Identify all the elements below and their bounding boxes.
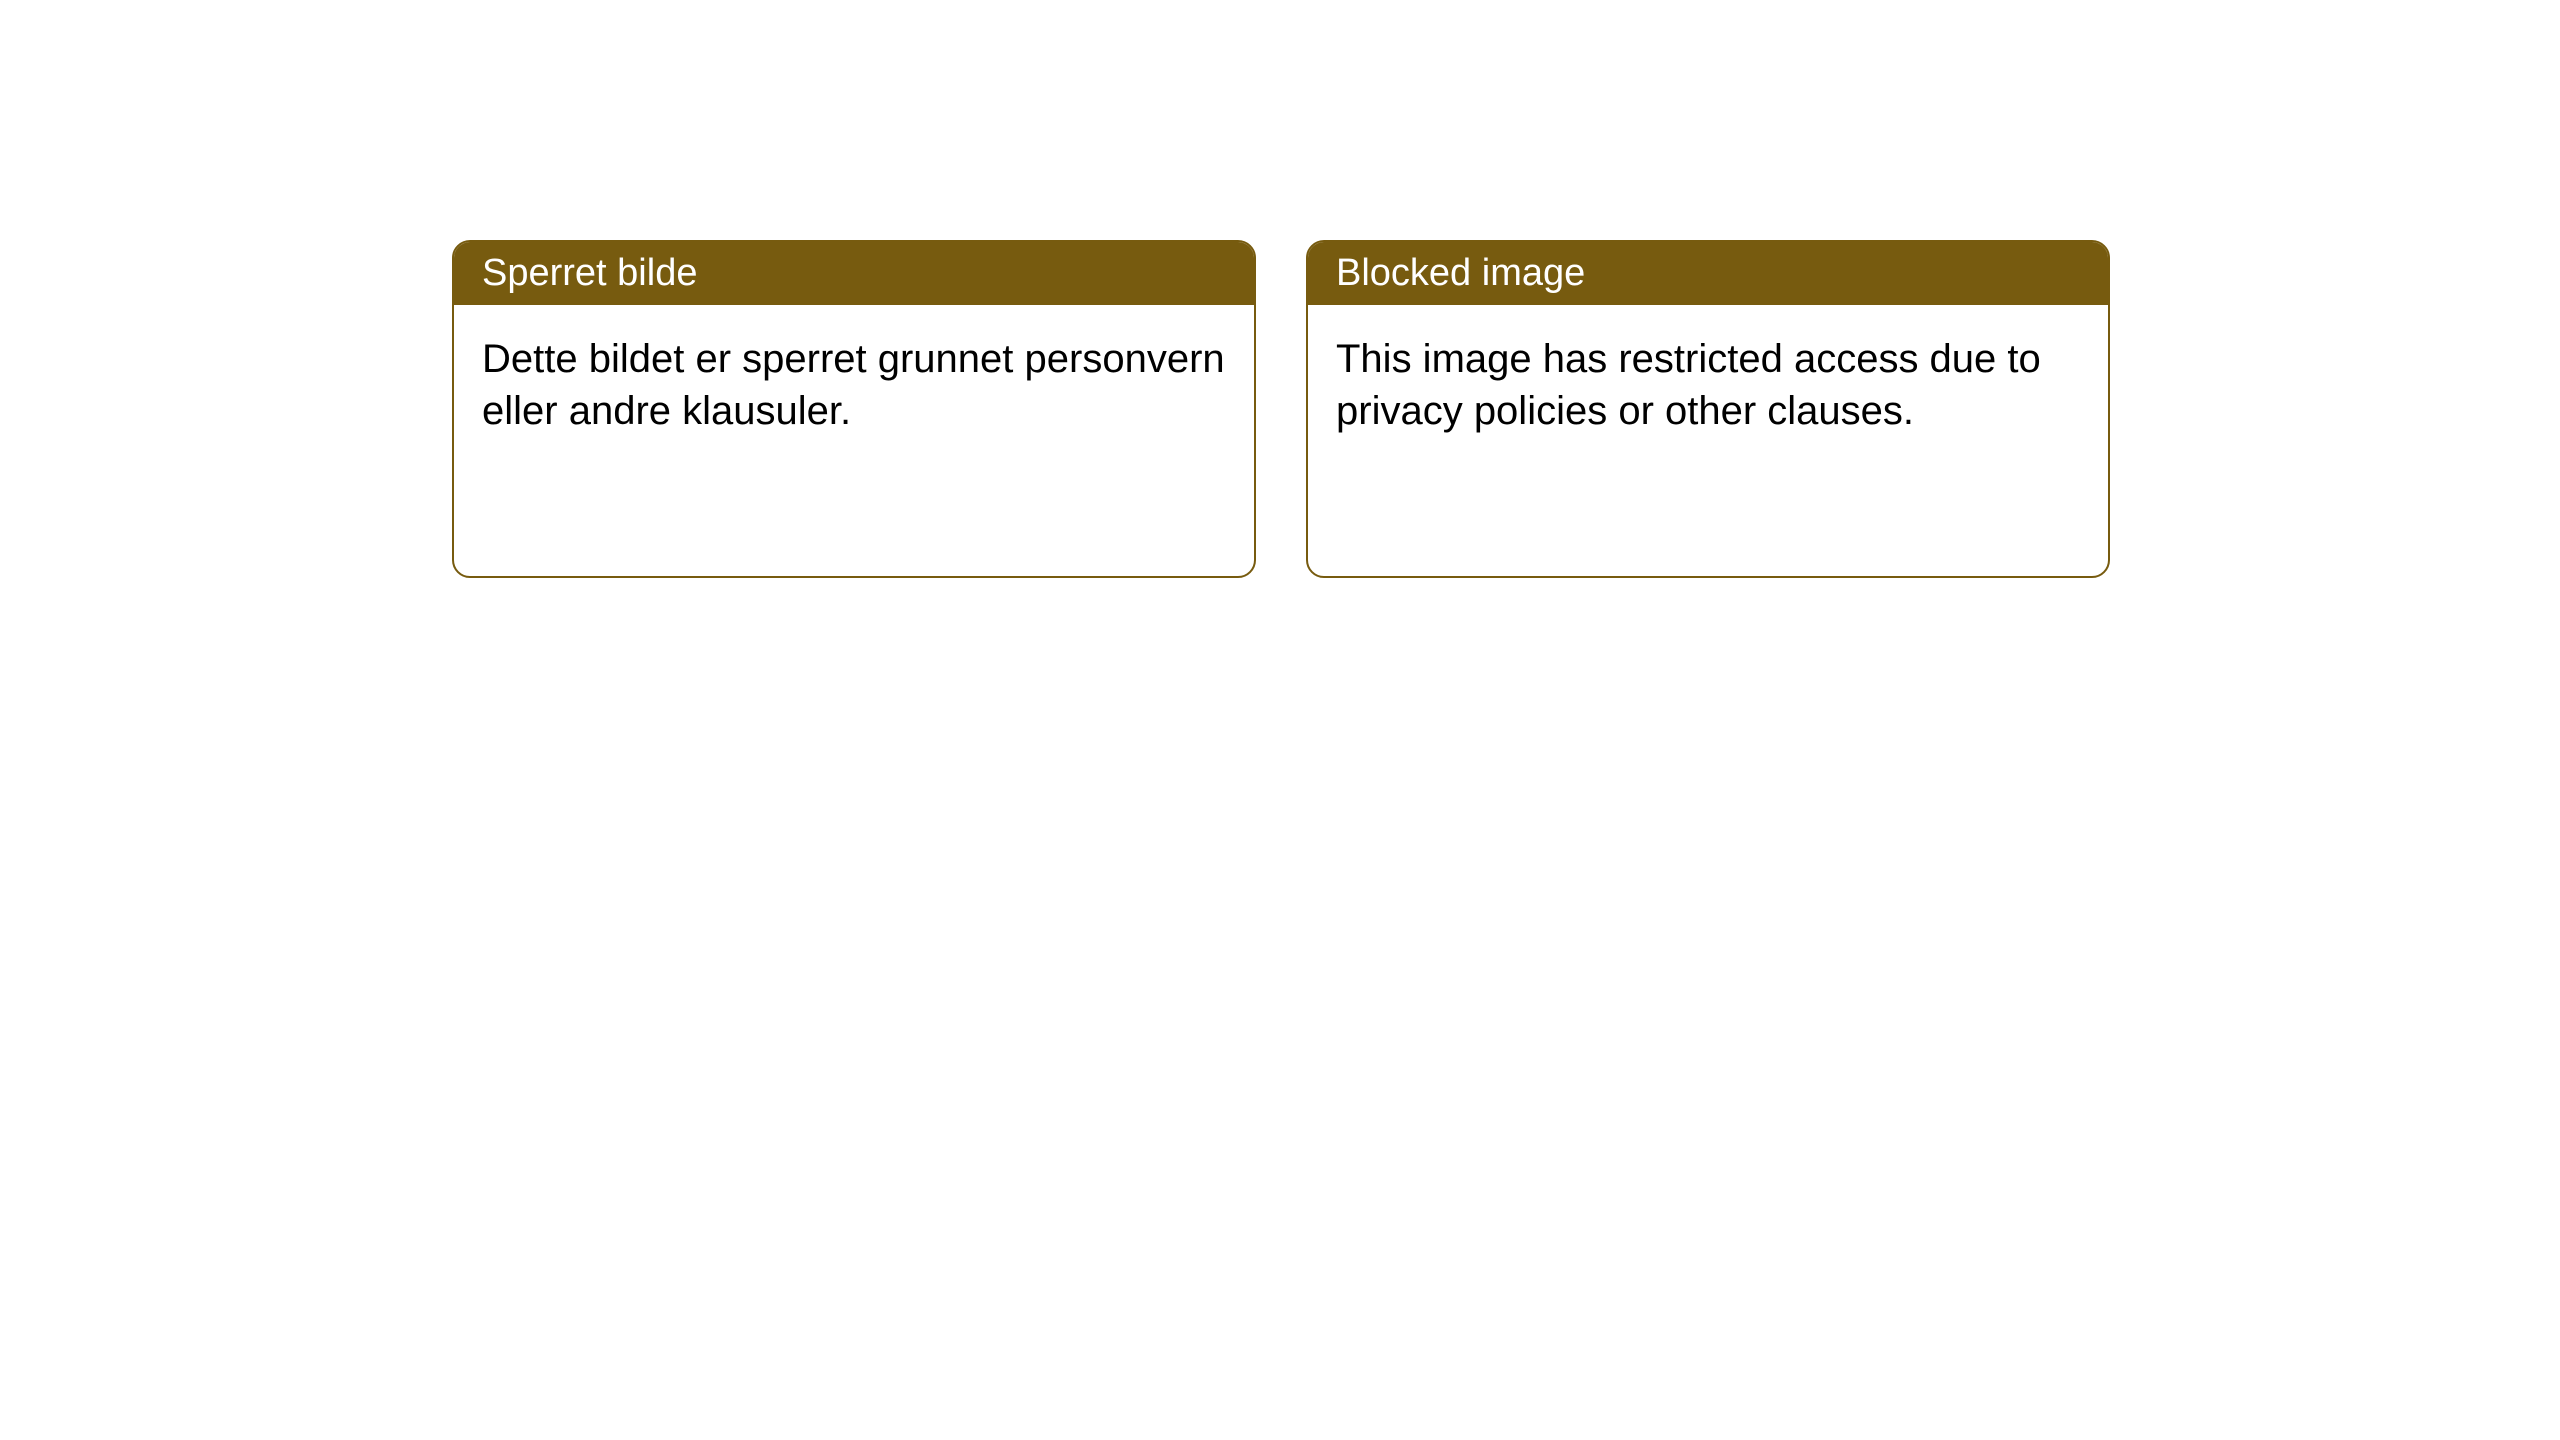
card-body-en: This image has restricted access due to …	[1308, 305, 2108, 465]
card-body-text-no: Dette bildet er sperret grunnet personve…	[482, 337, 1225, 433]
card-header-no: Sperret bilde	[454, 242, 1254, 305]
card-header-en: Blocked image	[1308, 242, 2108, 305]
card-container: Sperret bilde Dette bildet er sperret gr…	[0, 0, 2560, 578]
blocked-image-card-no: Sperret bilde Dette bildet er sperret gr…	[452, 240, 1256, 578]
card-title-no: Sperret bilde	[482, 252, 697, 294]
card-title-en: Blocked image	[1336, 252, 1585, 294]
blocked-image-card-en: Blocked image This image has restricted …	[1306, 240, 2110, 578]
card-body-text-en: This image has restricted access due to …	[1336, 337, 2041, 433]
card-body-no: Dette bildet er sperret grunnet personve…	[454, 305, 1254, 465]
